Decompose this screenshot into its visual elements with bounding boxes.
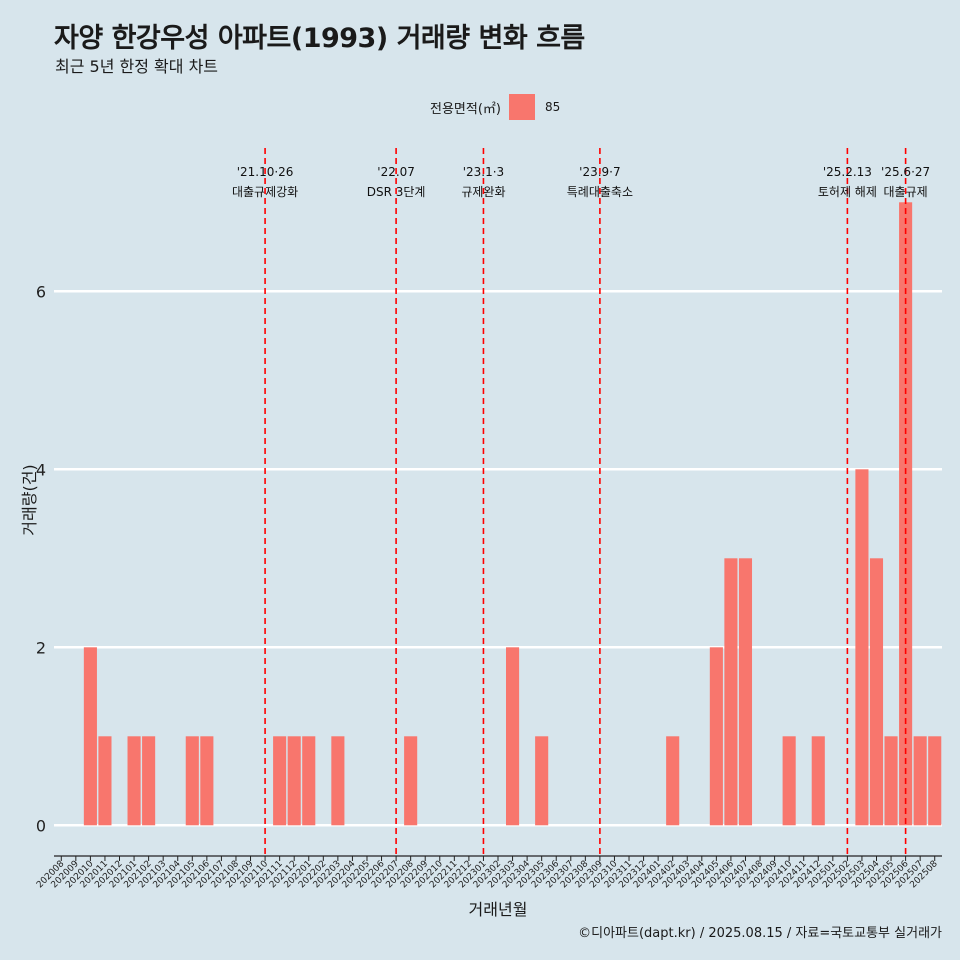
y-tick-label: 0 (36, 816, 46, 835)
event-label: 대출규제 (884, 185, 928, 199)
event-label: 토허제 해제 (818, 185, 877, 199)
bar (98, 736, 112, 826)
bar (273, 736, 287, 826)
event-label: DSR 3단계 (367, 185, 426, 199)
bar (782, 736, 796, 826)
bar (83, 647, 97, 826)
y-tick-label: 6 (36, 282, 46, 301)
legend-title: 전용면적(㎡) (430, 101, 501, 117)
x-axis-label: 거래년월 (468, 900, 528, 919)
bar (185, 736, 199, 826)
bar (331, 736, 345, 826)
bar (535, 736, 549, 826)
chart-title: 자양 한강우성 아파트(1993) 거래량 변화 흐름 (54, 23, 585, 54)
chart-subtitle: 최근 5년 한정 확대 차트 (55, 57, 219, 76)
bar (200, 736, 214, 826)
event-label: 특례대출축소 (567, 185, 633, 199)
bar (404, 736, 418, 826)
bar (506, 647, 520, 826)
y-tick-label: 4 (36, 460, 46, 479)
event-date: '23.1·3 (463, 165, 504, 179)
bar (928, 736, 942, 826)
event-label: 규제완화 (461, 185, 505, 199)
bar (811, 736, 825, 826)
bar (302, 736, 316, 826)
bar (724, 558, 738, 826)
y-tick-label: 2 (36, 638, 46, 657)
event-label: 대출규제강화 (232, 185, 298, 199)
bar (884, 736, 898, 826)
y-axis-label: 거래량(건) (20, 464, 39, 536)
bar (142, 736, 156, 826)
event-date: '21.10·26 (237, 165, 294, 179)
bar (913, 736, 927, 826)
event-date: '25.6·27 (881, 165, 930, 179)
bar (666, 736, 680, 826)
bar (127, 736, 141, 826)
bar (869, 558, 884, 826)
bar (855, 469, 869, 826)
bar (738, 558, 753, 826)
legend-swatch (508, 94, 535, 120)
source-caption: ©디아파트(dapt.kr) / 2025.08.15 / 자료=국토교통부 실… (578, 926, 942, 941)
bar (287, 736, 301, 826)
legend-entry: 85 (544, 100, 561, 114)
event-date: '23.9·7 (579, 165, 620, 179)
event-date: '22.07 (377, 165, 415, 179)
bar (709, 647, 723, 826)
event-date: '25.2.13 (823, 165, 872, 179)
legend: 전용면적(㎡) 85 (430, 93, 560, 121)
